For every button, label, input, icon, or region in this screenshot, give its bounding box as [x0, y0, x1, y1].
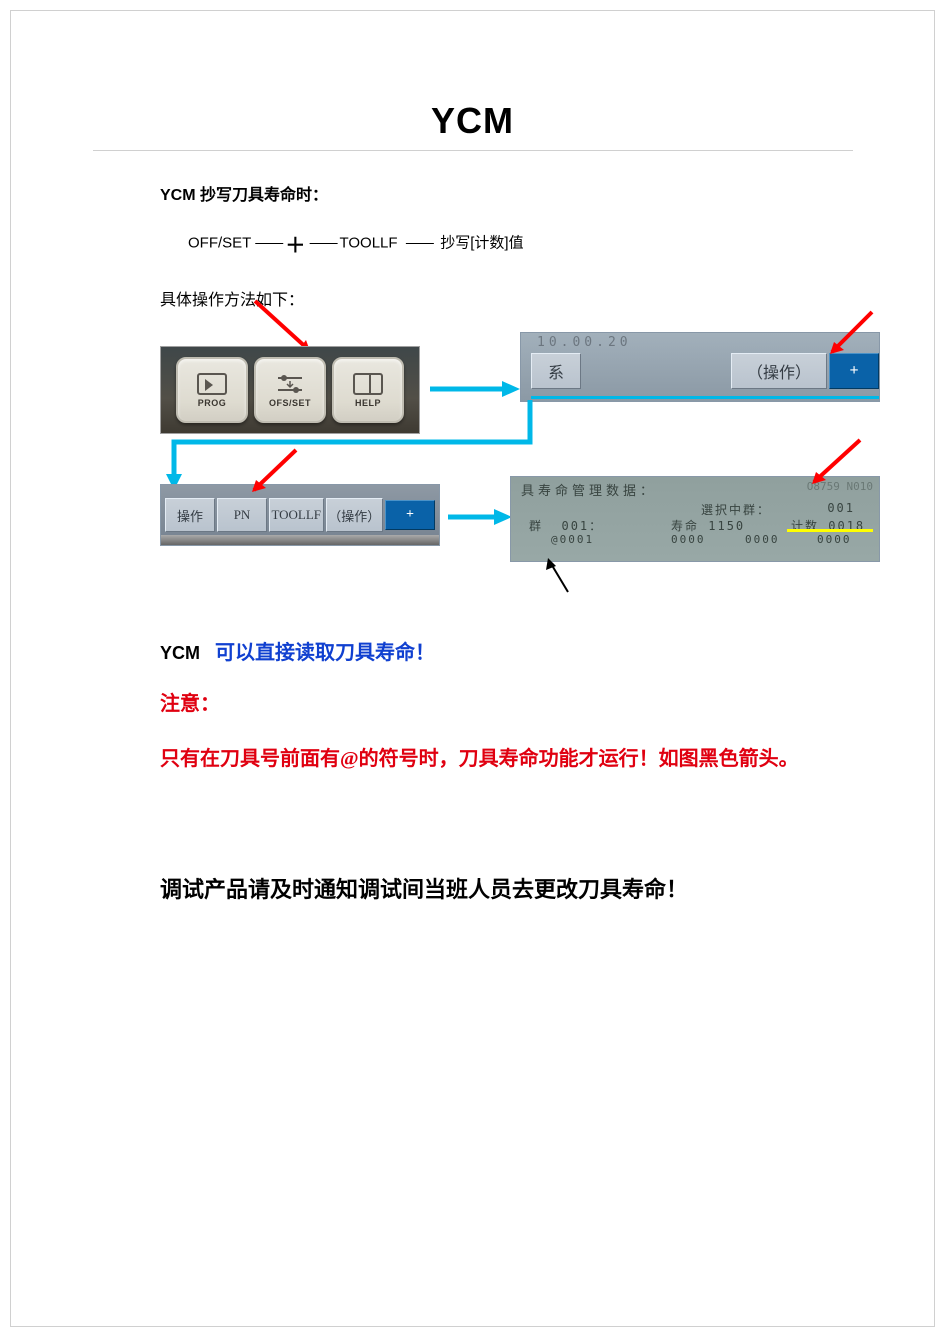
crt-group: 群 001：	[529, 517, 603, 534]
crt-life: 寿命 1150	[671, 517, 745, 534]
yellow-underline-count	[787, 529, 873, 532]
crt-selected-group-label: 選択中群：	[701, 501, 771, 518]
red-arrow-to-toollf	[226, 446, 306, 504]
crt-title: 具寿命管理数据：	[521, 480, 657, 499]
panel-hardware-keys: PROG OFS/SET HELP	[160, 346, 420, 434]
black-arrow-to-at	[540, 556, 590, 601]
softkey-op-cut[interactable]: 操作	[165, 498, 215, 532]
cyan-underline	[531, 396, 879, 399]
crt-timestamp: 10.00.20	[537, 335, 632, 350]
softkey-sys[interactable]: 系	[531, 353, 581, 389]
help-key-label: HELP	[355, 398, 381, 408]
crt-selected-group-value: 001	[827, 501, 855, 515]
crt-z2: 0000	[745, 533, 780, 546]
page-border	[10, 10, 935, 1327]
prog-key-label: PROG	[198, 398, 227, 408]
ofsset-icon	[274, 373, 306, 395]
figure-area: PROG OFS/SET HELP 10.00.20	[160, 316, 900, 566]
ofsset-key[interactable]: OFS/SET	[254, 357, 326, 423]
red-arrow-to-count	[790, 436, 870, 496]
cyan-arrow-2	[446, 502, 516, 532]
red-arrow-to-plus	[812, 308, 882, 368]
prog-key[interactable]: PROG	[176, 357, 248, 423]
cyan-arrow-1	[428, 374, 523, 404]
panel-rail	[161, 535, 439, 545]
prog-icon	[197, 373, 227, 395]
softkey-plus2[interactable]: +	[385, 500, 435, 530]
help-icon	[353, 373, 383, 395]
ofsset-key-label: OFS/SET	[269, 398, 311, 408]
crt-z1: 0000	[671, 533, 706, 546]
softkey-operate2[interactable]: （操作）	[326, 498, 384, 532]
crt-z3: 0000	[817, 533, 852, 546]
help-key[interactable]: HELP	[332, 357, 404, 423]
crt-tool-at: @0001	[551, 533, 594, 546]
